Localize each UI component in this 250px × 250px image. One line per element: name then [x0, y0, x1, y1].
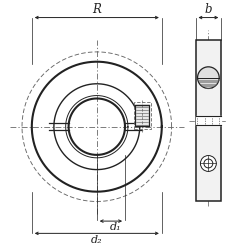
Text: d₂: d₂	[91, 234, 102, 244]
Bar	[136, 105, 149, 126]
Text: d₁: d₁	[110, 222, 122, 232]
Circle shape	[200, 156, 216, 172]
Circle shape	[204, 159, 213, 168]
Bar	[134, 102, 151, 129]
Bar	[196, 40, 221, 202]
Circle shape	[198, 67, 219, 88]
Text: R: R	[92, 3, 101, 16]
Text: b: b	[205, 3, 212, 16]
